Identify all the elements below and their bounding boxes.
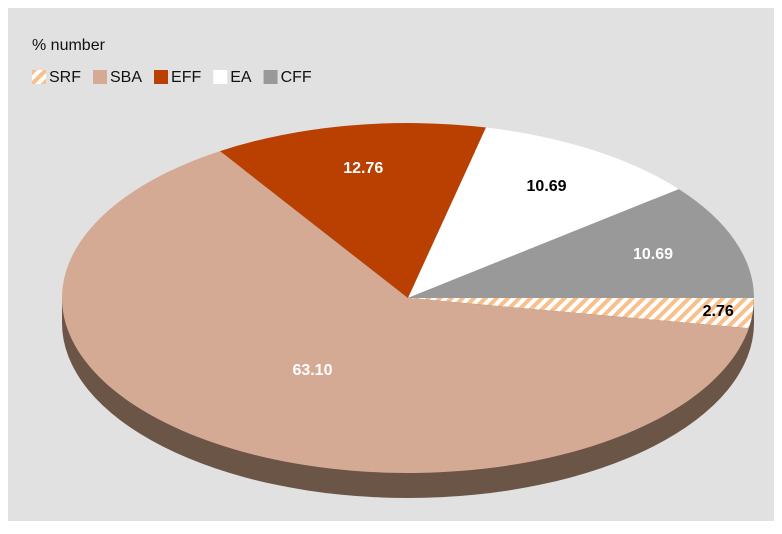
pie-slice: [408, 127, 679, 298]
data-label: 63.10: [292, 362, 332, 379]
pie-slice: [220, 123, 487, 299]
data-label: 12.76: [343, 160, 383, 177]
legend-swatch: [154, 70, 169, 84]
legend: SRF SBA EFF EA CFF: [32, 69, 312, 86]
chart-title: % number: [32, 37, 106, 54]
legend-label: SBA: [110, 69, 142, 86]
data-label: 2.76: [703, 303, 734, 320]
legend-swatch: [213, 70, 228, 84]
pie: 2.76 63.10 12.76 10.69 10.69: [61, 123, 754, 498]
legend-swatch: [263, 70, 278, 84]
pie-slice: [408, 298, 754, 329]
legend-label: EA: [230, 69, 252, 86]
legend-swatch: [32, 70, 46, 84]
legend-swatch: [93, 70, 107, 84]
pie-slice: [61, 151, 749, 474]
legend-label: CFF: [281, 69, 312, 86]
pie-slice: [408, 189, 754, 298]
legend-label: EFF: [171, 69, 201, 86]
data-label: 10.69: [527, 178, 567, 195]
data-label: 10.69: [633, 246, 673, 263]
legend-label: SRF: [49, 69, 81, 86]
